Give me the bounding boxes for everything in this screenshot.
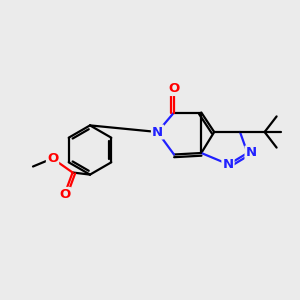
Text: O: O bbox=[47, 152, 58, 165]
Text: O: O bbox=[59, 188, 70, 201]
Text: N: N bbox=[152, 125, 163, 139]
Text: N: N bbox=[245, 146, 257, 160]
Text: O: O bbox=[168, 82, 180, 95]
Text: N: N bbox=[222, 158, 234, 171]
